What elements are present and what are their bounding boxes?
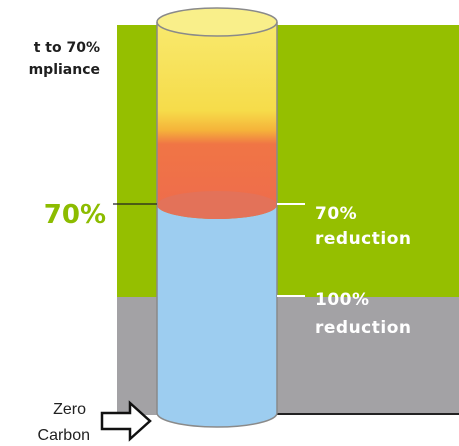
cylinder-lower — [157, 205, 277, 427]
marker-label: 70% — [44, 200, 106, 230]
level-text: reduction — [315, 229, 412, 249]
header-line: mpliance — [29, 62, 100, 78]
cylinder-top — [156, 7, 278, 37]
header-line: t to 70% — [34, 40, 100, 56]
level-surface — [157, 191, 277, 219]
cylinder-outline — [156, 22, 278, 428]
level-value: 100% — [315, 290, 370, 310]
base-line-text: Zero — [53, 401, 86, 418]
cylinder-upper — [157, 22, 277, 219]
base-line-text: Carbon — [38, 427, 90, 444]
arrow — [100, 400, 152, 442]
level-text: reduction — [315, 318, 412, 338]
level-value: 70% — [315, 204, 357, 224]
